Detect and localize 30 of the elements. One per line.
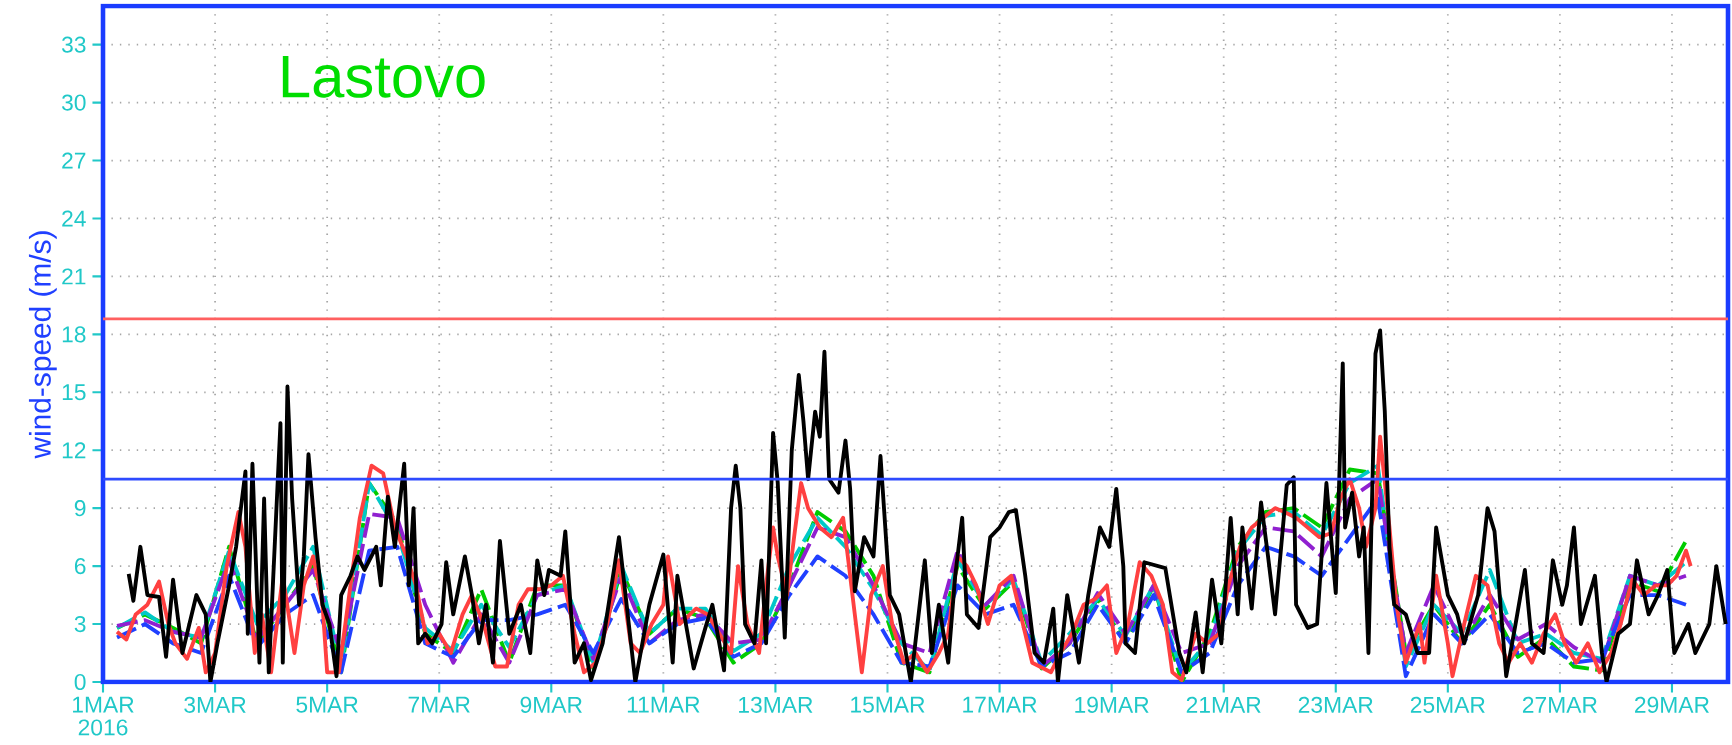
x-tick-label: 15MAR <box>851 696 925 713</box>
x-tick-label: 13MAR <box>739 696 813 713</box>
x-tick-label: 11MAR <box>627 696 700 713</box>
x-tick-label: 5MAR <box>296 696 358 713</box>
line-series <box>126 328 1728 682</box>
y-tick-label: 0 <box>74 673 86 691</box>
text: Lastovo <box>282 56 485 98</box>
y-tick-label: 12 <box>62 442 86 459</box>
x-tick-label: 21MAR <box>1186 696 1261 713</box>
x-tick-label: 27MAR <box>1522 696 1597 713</box>
x-tick-label: 23MAR <box>1298 696 1373 713</box>
y-tick-label: 18 <box>62 326 86 343</box>
y-axis-title: wind-speed (m/s) <box>28 231 57 459</box>
y-tick-label: 27 <box>62 152 86 169</box>
y-tick-label: 24 <box>62 210 86 227</box>
x-tick-label: 3MAR <box>184 696 246 713</box>
y-tick-label: 15 <box>62 384 86 401</box>
x-tick-label: 1MAR 2016 <box>73 696 134 736</box>
y-tick-label: 6 <box>74 558 86 575</box>
y-tick-label: 21 <box>62 268 86 285</box>
y-tick-label: 30 <box>61 94 86 111</box>
x-tick-label: 29MAR <box>1635 696 1709 713</box>
x-tick-label: 17MAR <box>963 696 1037 713</box>
x-tick-label: 7MAR <box>408 696 470 713</box>
y-tick-label: 3 <box>74 615 86 633</box>
y-tick-label: 33 <box>61 36 86 53</box>
x-tick-label: 19MAR <box>1075 696 1149 713</box>
x-tick-label: 9MAR <box>520 696 582 713</box>
y-tick-label: 9 <box>74 500 86 517</box>
x-tick-label: 25MAR <box>1410 696 1485 713</box>
